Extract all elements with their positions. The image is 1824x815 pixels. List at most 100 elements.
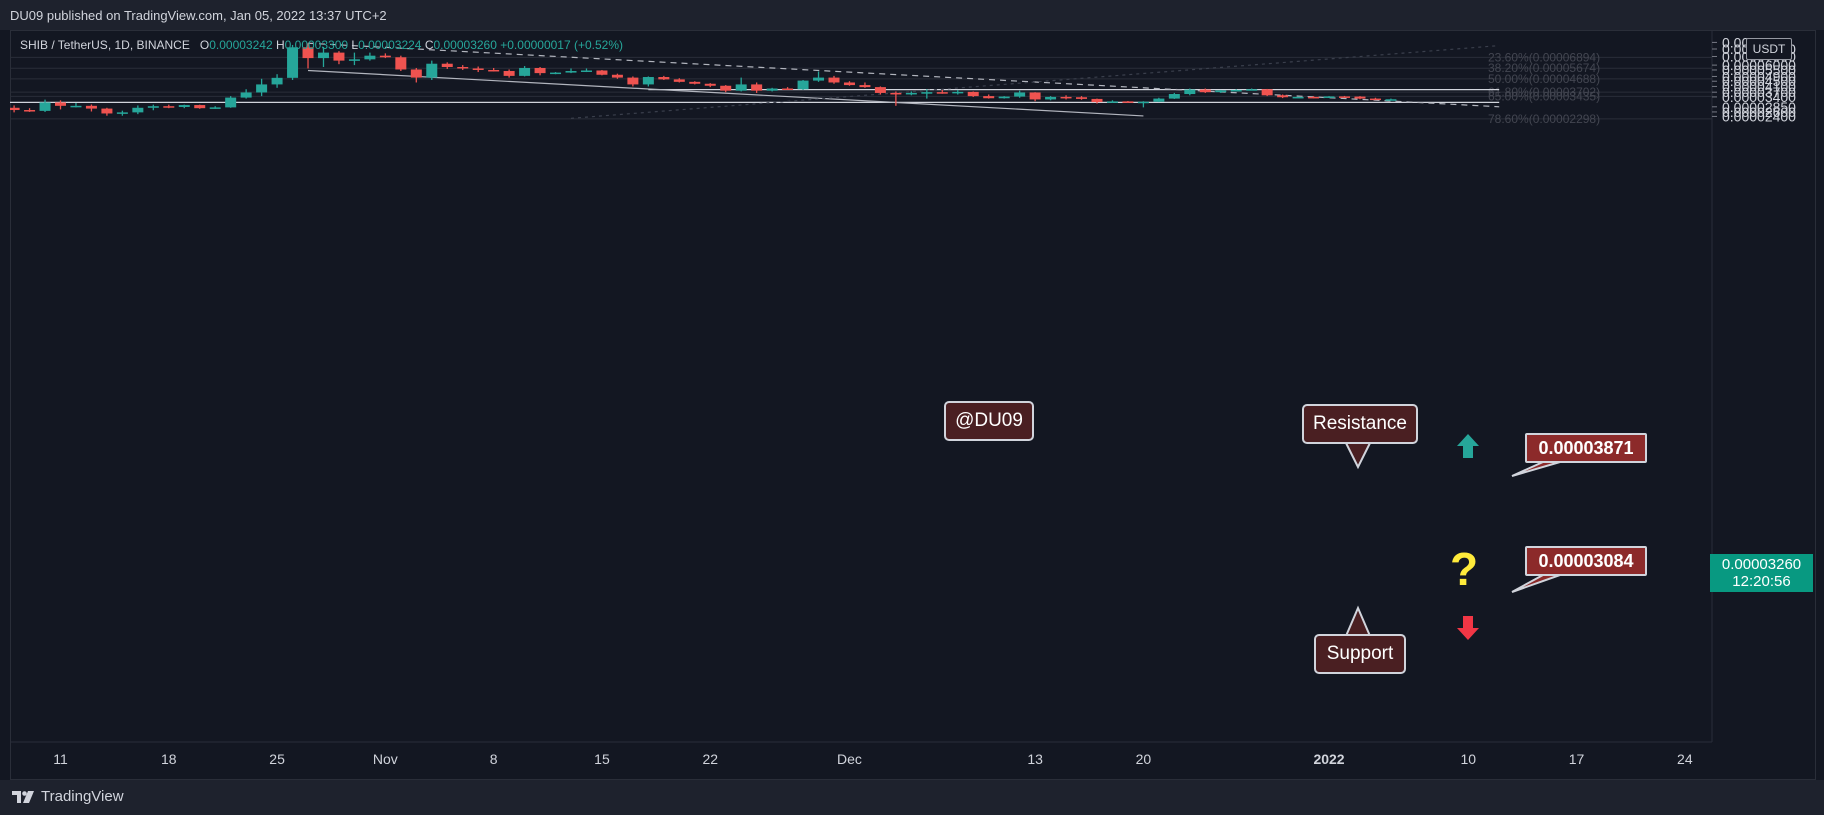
candle-body [1261,89,1273,96]
resistance-tag-pointer [1511,461,1561,477]
tradingview-brand[interactable]: TradingView [12,788,124,805]
candle-body [1199,89,1211,93]
candle-body [395,57,407,70]
candle-body [178,105,190,107]
candle-body [627,77,639,85]
publisher-bar: DU09 published on TradingView.com, Jan 0… [0,0,1824,30]
time-tick-label: 25 [269,751,285,767]
candle-body [720,85,732,91]
time-tick-label: 22 [702,751,718,767]
candle-body [1277,95,1289,98]
candle-body [596,70,608,75]
price-tick-label: 0.00004100 [1722,78,1796,94]
candle-body [1014,92,1026,97]
candle-body [317,52,329,59]
trendline-dashed [307,42,1500,108]
close-label: C [424,38,434,52]
time-tick-label: Nov [373,751,398,767]
tradingview-logo-icon [12,790,34,803]
candle-body [287,47,299,78]
symbol-label[interactable]: SHIB / TetherUS, 1D, BINANCE [20,38,190,52]
fib-label: 23.60%(0.00006894) [1488,50,1600,64]
candle-body [379,55,391,58]
low-label: L [351,38,359,52]
trendlines [307,42,1500,119]
ohlc-legend: SHIB / TetherUS, 1D, BINANCE O0.00003242… [20,38,623,52]
candle-body [209,107,221,109]
candle-body [55,102,66,106]
candle-body [735,84,747,91]
trendline-solid [307,69,1144,117]
candle-body [85,105,97,109]
candle-body [1137,101,1149,104]
candle-body [580,70,592,72]
candle-body [1246,89,1258,91]
candle-body [704,83,716,86]
support-callout: Support [1314,634,1406,674]
high-label: H [275,38,285,52]
last-price-value: 0.00003260 [1721,556,1802,573]
time-tick-label: Dec [837,751,862,767]
candle-body [1091,98,1103,103]
candle-body [534,67,546,74]
candle-body [503,71,515,76]
up-arrow-icon [1457,434,1479,458]
candle-body [302,47,314,59]
candle-body [472,68,484,70]
candle-body [936,92,948,94]
watermark-callout: @DU09 [944,401,1034,441]
currency-button[interactable]: USDT [1746,38,1792,60]
candle-body [1076,97,1088,99]
candle-body [797,80,809,90]
candle-body [410,69,422,78]
candle-body [519,67,531,76]
candle-body [1230,89,1242,92]
down-arrow-icon [1457,616,1479,640]
candle-body [225,97,237,108]
candle-body [333,52,345,61]
candle-body [921,92,933,94]
resistance-pointer [1345,442,1371,470]
candle-body [859,85,871,88]
low-value: 0.00003224 [358,38,422,52]
candle-body [147,106,159,108]
candle-body [1153,98,1165,102]
candle-body [1292,96,1304,99]
price-tick-label: 0.00004900 [1722,68,1796,84]
candle-body [426,63,438,78]
candle-body [1215,90,1227,93]
candle-body [24,110,36,112]
fib-label: 38.20%(0.00005674) [1488,61,1600,75]
candle-body [890,92,902,95]
candle-body [441,63,453,68]
candle-body [240,92,252,98]
candle-body [905,92,917,95]
candle-body [1385,99,1397,101]
publisher-line: DU09 published on TradingView.com, Jan 0… [10,8,387,23]
candle-body [1060,96,1072,99]
high-value: 0.00003300 [284,38,349,52]
fib-label: 65.00%(0.00003435) [1488,89,1600,103]
candle-body [1354,96,1366,99]
candle-body [457,67,469,69]
candle-body [611,74,623,78]
candle-body [39,102,51,111]
candle-body [256,84,268,93]
candle-body [1184,89,1196,95]
fib-label: 50.00%(0.00004688) [1488,72,1600,86]
candle-body [782,88,794,91]
close-value: 0.00003260 [433,38,497,52]
candle-body [1308,96,1320,99]
candle-body [998,96,1010,99]
candle-body [1045,96,1057,100]
time-tick-label: 15 [594,751,610,767]
time-tick-label: 18 [161,751,177,767]
candles [10,43,1397,116]
last-price-label: 0.00003260 12:20:56 [1710,554,1813,592]
chart-frame[interactable] [10,30,1816,780]
price-tick-label: 0.00002850 [1722,99,1796,115]
brand-name: TradingView [41,788,124,805]
candle-body [1029,92,1041,100]
time-tick-label: 11 [53,751,68,767]
